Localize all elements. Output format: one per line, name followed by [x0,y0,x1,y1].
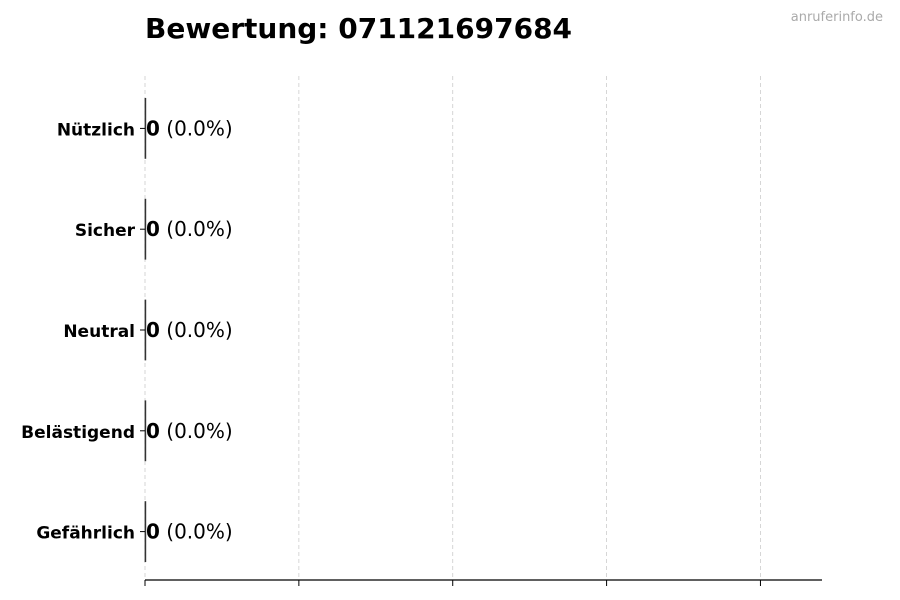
y-tick-label: Belästigend [21,423,135,443]
data-label: 0 (0.0%) [146,520,233,544]
data-label-percent: (0.0%) [160,318,233,342]
data-label-percent: (0.0%) [160,116,233,140]
data-label-count: 0 [146,419,160,443]
data-label-count: 0 [146,217,160,241]
data-label-percent: (0.0%) [160,217,233,241]
chart-title: Bewertung: 071121697684 [145,12,573,45]
data-label-count: 0 [146,318,160,342]
data-label-count: 0 [146,116,160,140]
data-label-percent: (0.0%) [160,520,233,544]
data-label: 0 (0.0%) [146,217,233,241]
y-tick-label: Nützlich [57,120,135,140]
data-label-percent: (0.0%) [160,419,233,443]
data-label: 0 (0.0%) [146,116,233,140]
y-tick-label: Gefährlich [36,524,135,544]
data-label-count: 0 [146,520,160,544]
data-label: 0 (0.0%) [146,419,233,443]
y-tick-label: Sicher [75,221,136,241]
data-label: 0 (0.0%) [146,318,233,342]
watermark: anruferinfo.de [790,10,883,25]
y-tick-label: Neutral [63,322,135,342]
